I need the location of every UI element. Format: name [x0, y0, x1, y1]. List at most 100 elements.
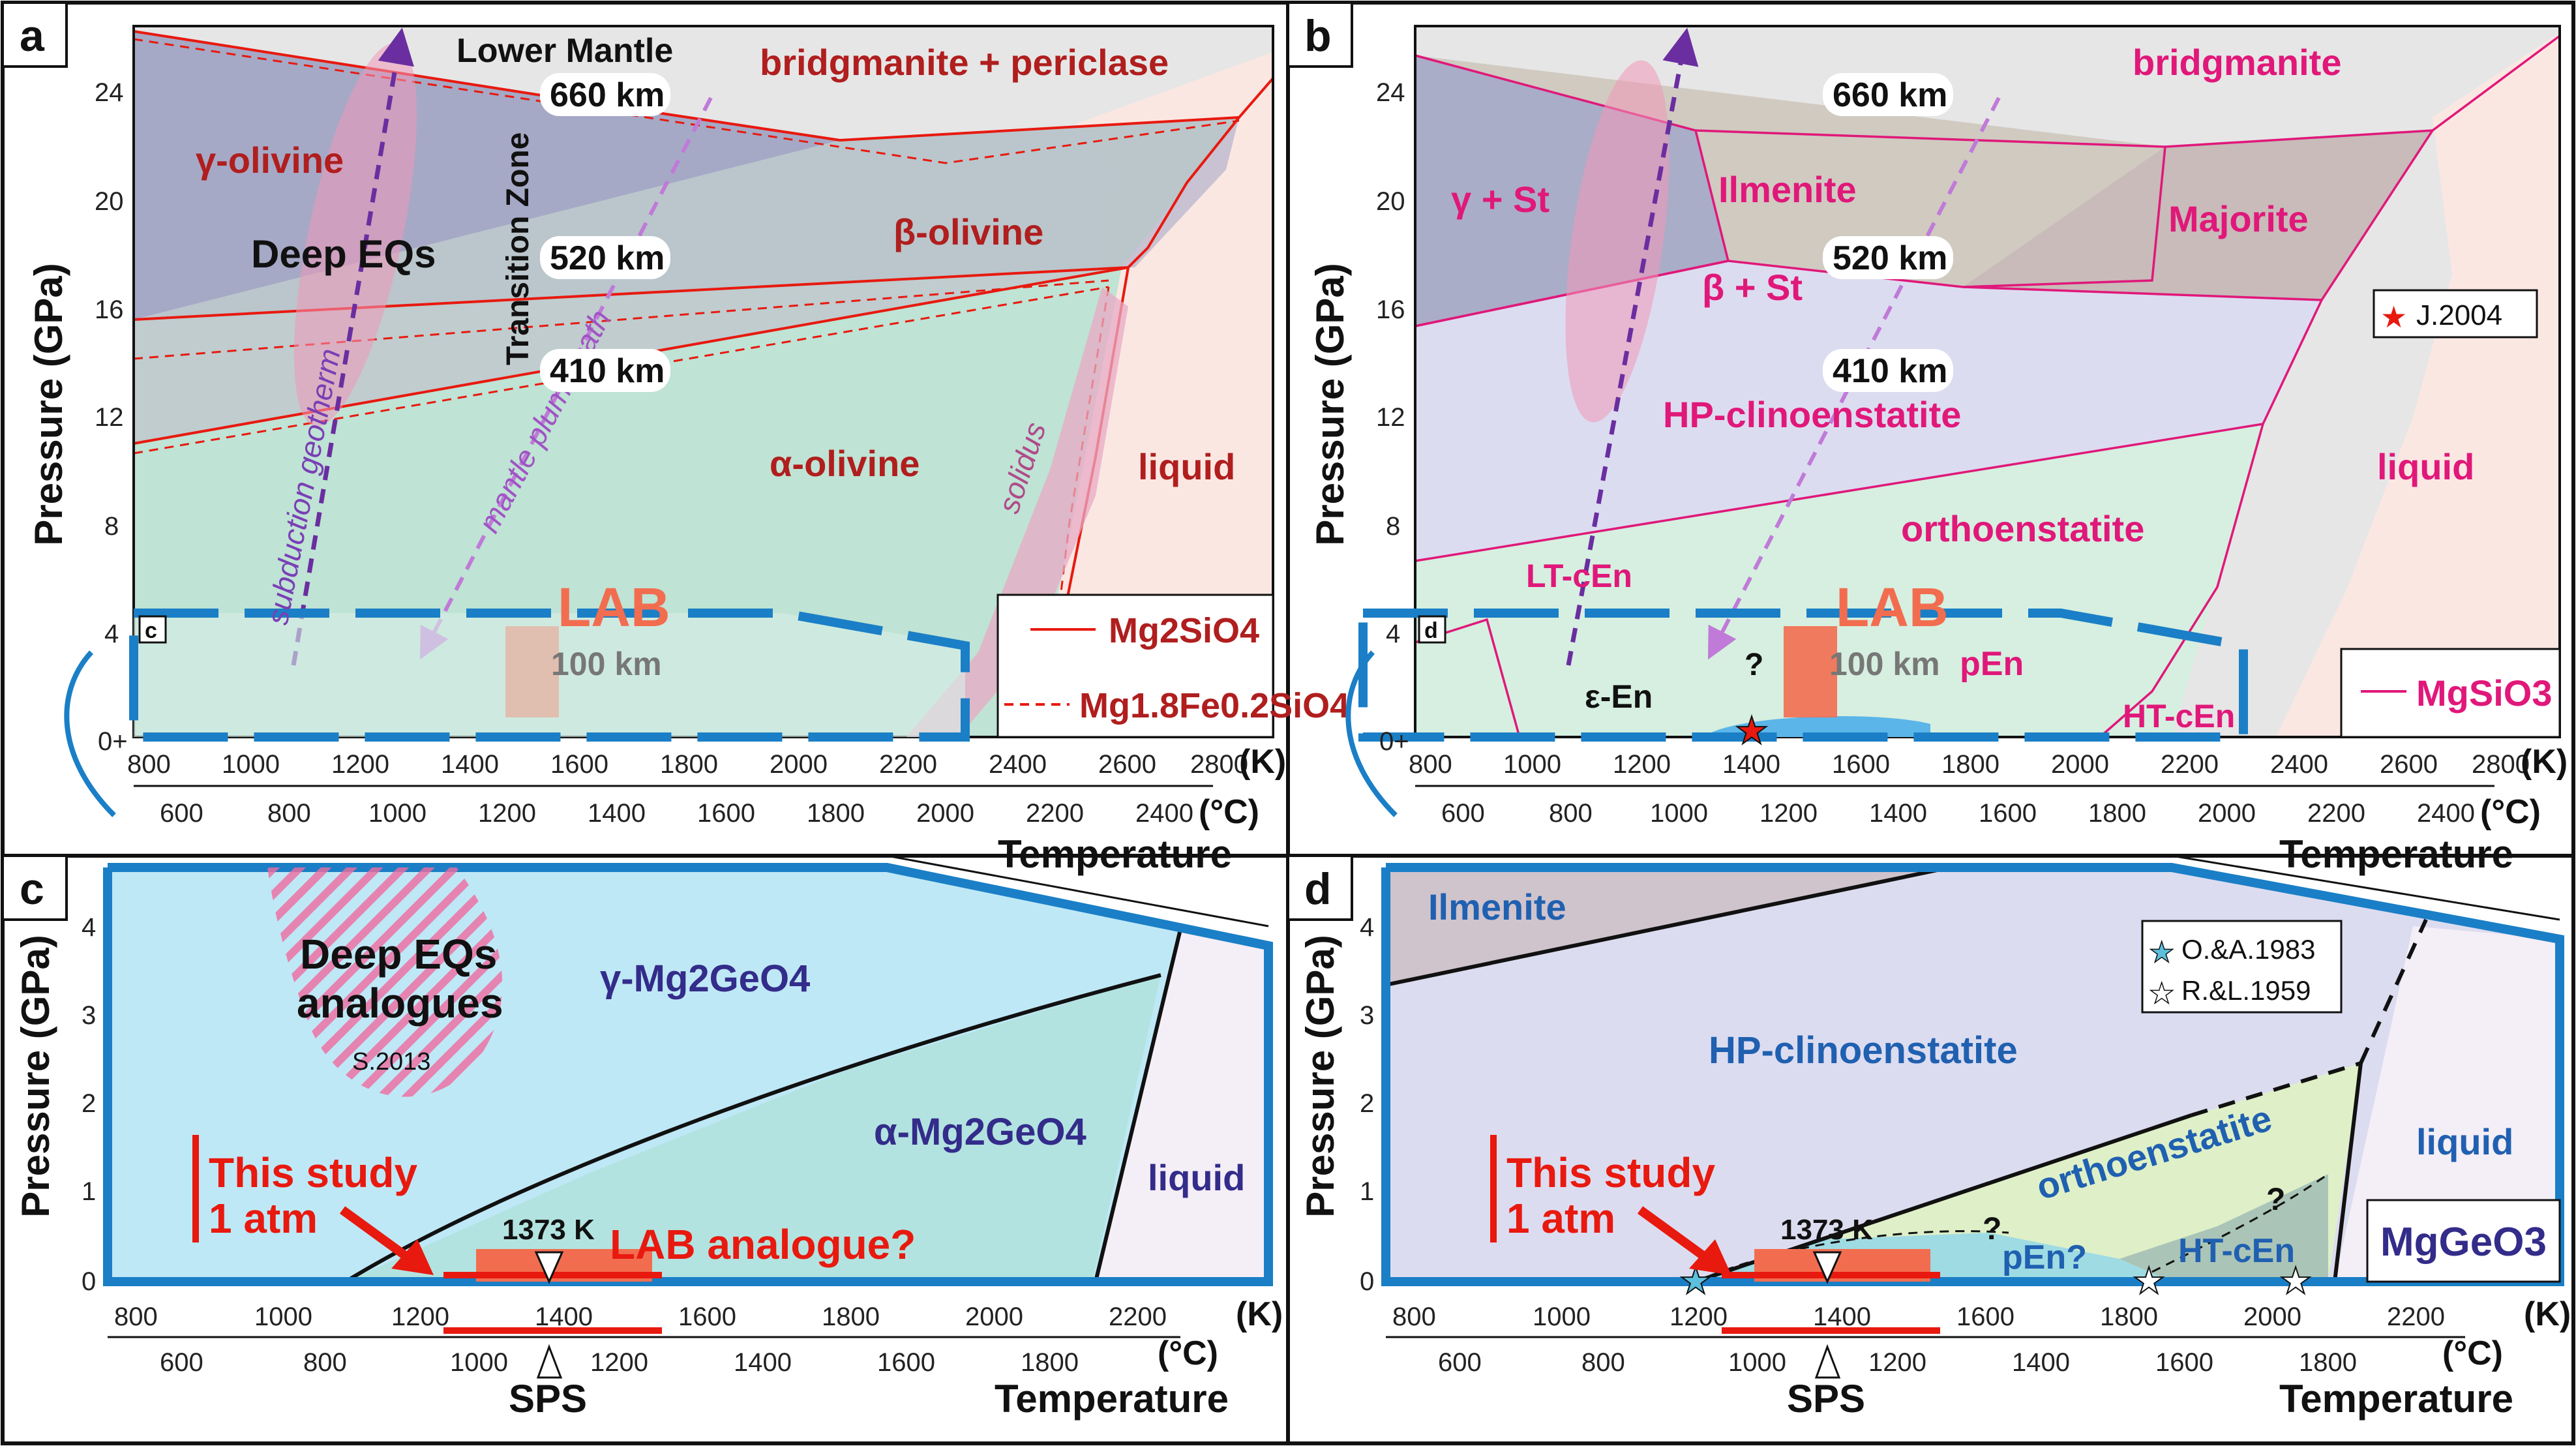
- c-ytick: 4: [82, 913, 96, 942]
- d-hp-label: HP-clinoenstatite: [1709, 1029, 2018, 1072]
- a-liquid-label: liquid: [1138, 446, 1235, 487]
- b-ytick: 24: [1376, 78, 1405, 107]
- b-x-title: Temperature: [2279, 832, 2513, 876]
- d-this-study-2: 1 atm: [1506, 1195, 1615, 1242]
- b-ortho-region: [1415, 424, 2263, 737]
- a-xtick-K: 2200: [879, 750, 937, 779]
- a-100km-label: 100 km: [551, 646, 662, 682]
- b-lt-cen-label: LT-cEn: [1526, 558, 1632, 594]
- a-ytick: 4: [104, 620, 119, 648]
- d-liquidus-dashed: [2359, 918, 2428, 1064]
- d-xtick-C: 1000: [1728, 1348, 1786, 1377]
- d-pen-boundary: [1695, 1230, 2009, 1283]
- a-y-ticks: 24 20 16 12 8 4 0+: [95, 78, 128, 756]
- c-xtick-K: 1400: [535, 1303, 593, 1331]
- a-ytick: 12: [95, 403, 124, 432]
- d-liquid-label: liquid: [2416, 1121, 2513, 1162]
- d-y-ticks: 4 3 2 1 0: [1360, 913, 1374, 1296]
- a-dashed-410: [133, 286, 1109, 455]
- a-520-pill: [540, 236, 670, 279]
- d-this-study-1: This study: [1506, 1149, 1715, 1196]
- a-xtick-K: 1400: [441, 750, 499, 779]
- c-x-ticks-C: 600 800 1000 1200 1400 1600 1800: [160, 1348, 1079, 1377]
- b-unit-K: (K): [2521, 743, 2568, 781]
- a-legend-solid-label: Mg2SiO4: [1109, 611, 1259, 650]
- b-660-label: 660 km: [1833, 76, 1947, 114]
- d-ytick: 4: [1360, 913, 1374, 942]
- d-red-arrowhead: [1689, 1239, 1731, 1275]
- a-subduction-arrow: [291, 27, 414, 666]
- c-gamma-alpha-boundary: [344, 973, 1161, 1284]
- a-ytick: 16: [95, 295, 124, 324]
- a-xtick-K: 1000: [222, 750, 280, 779]
- a-xtick-K: 2800: [1190, 750, 1248, 779]
- b-ytick: 16: [1376, 295, 1405, 324]
- d-sps-axis-bar: [1722, 1327, 1940, 1334]
- c-xtick-K: 2200: [1109, 1303, 1167, 1331]
- b-ytick: 20: [1376, 187, 1405, 216]
- b-ht-cen-label: HT-cEn: [2123, 698, 2235, 734]
- c-red-arrowhead: [391, 1239, 434, 1275]
- d-x-ticks-C: 600 800 1000 1200 1400 1600 1800: [1438, 1348, 2357, 1377]
- c-alpha-label: α-Mg2GeO4: [874, 1111, 1086, 1153]
- a-deep-eq-ellipse: [293, 43, 417, 427]
- b-ytick: 8: [1386, 512, 1400, 541]
- d-1373-label: 1373 K: [1780, 1214, 1873, 1246]
- d-compound-box: [2366, 1199, 2561, 1283]
- c-deep-eqs-label-1: Deep EQs: [300, 931, 497, 978]
- c-s2013-label: S.2013: [352, 1048, 430, 1076]
- b-xtick-C: 800: [1549, 799, 1593, 828]
- b-y-title: Pressure (GPa): [1308, 263, 1352, 546]
- d-red-arrow: [1637, 1206, 1715, 1266]
- d-xtick-C: 600: [1438, 1348, 1482, 1377]
- a-liquid-region: [1021, 52, 1273, 737]
- a-xtick-K: 2400: [989, 750, 1047, 779]
- d-xtick-C: 1600: [2155, 1348, 2213, 1377]
- b-liquid-region: [2276, 33, 2560, 737]
- d-blue-star-label: O.&A.1983: [2181, 934, 2315, 965]
- b-xtick-K: 2600: [2380, 750, 2438, 779]
- d-pen-label: pEn?: [2002, 1239, 2087, 1276]
- c-this-study-2: 1 atm: [209, 1195, 318, 1242]
- b-xtick-K: 2200: [2161, 750, 2219, 779]
- a-letter-box: [1, 1, 68, 68]
- b-ortho-label: orthoenstatite: [1901, 508, 2144, 549]
- d-liquidus-boundary: [2333, 1062, 2363, 1282]
- d-x-ticks-K: 800 1000 1200 1400 1600 1800 2000 2200: [1392, 1303, 2445, 1331]
- a-boundary-660-b: [839, 116, 1240, 142]
- b-pen-region: [1709, 716, 1930, 737]
- a-unit-K: (K): [1239, 743, 1286, 781]
- c-x-ticks-K: 800 1000 1200 1400 1600 1800 2000 2200: [114, 1303, 1167, 1331]
- a-zoom-arrow: [64, 650, 116, 817]
- b-gamma-st-label: γ + St: [1451, 179, 1550, 220]
- b-x-ticks-K: 800 1000 1200 1400 1600 1800 2000 2200 2…: [1409, 750, 2530, 779]
- b-majorite-region: [1963, 130, 2433, 300]
- a-x-title: Temperature: [998, 832, 1232, 876]
- d-xtick-K: 800: [1392, 1303, 1436, 1331]
- d-y-title: Pressure (GPa): [1298, 935, 1342, 1218]
- b-bridgmanite-label: bridgmanite: [2133, 42, 2341, 83]
- a-inset-box: [138, 615, 167, 644]
- c-this-study-1: This study: [209, 1149, 417, 1196]
- b-xtick-C: 2000: [2198, 799, 2256, 828]
- d-xtick-K: 2200: [2387, 1303, 2445, 1331]
- a-ytick: 0+: [98, 727, 128, 756]
- b-ytick: 0+: [1379, 727, 1409, 756]
- a-x-ticks-C: 600 800 1000 1200 1400 1600 1800 2000 22…: [160, 799, 1193, 828]
- c-y-title: Pressure (GPa): [14, 935, 57, 1218]
- d-blue-star-icon: ★: [2149, 936, 2174, 969]
- b-xtick-C: 1800: [2088, 799, 2146, 828]
- d-xtick-C: 1200: [1868, 1348, 1926, 1377]
- a-xtick-C: 600: [160, 799, 203, 828]
- c-slant-line: [886, 854, 1269, 927]
- d-liquid-region: [2335, 926, 2560, 1282]
- b-xtick-K: 1600: [1832, 750, 1890, 779]
- c-letter-box: [1, 854, 68, 921]
- c-panel-letter: c: [20, 864, 44, 914]
- c-xtick-C: 1000: [450, 1348, 508, 1377]
- b-pen-label: pEn: [1960, 645, 2024, 683]
- a-410-pill: [540, 349, 670, 392]
- a-xtick-C: 1200: [478, 799, 536, 828]
- b-xtick-K: 2000: [2051, 750, 2109, 779]
- a-y-title: Pressure (GPa): [27, 263, 70, 546]
